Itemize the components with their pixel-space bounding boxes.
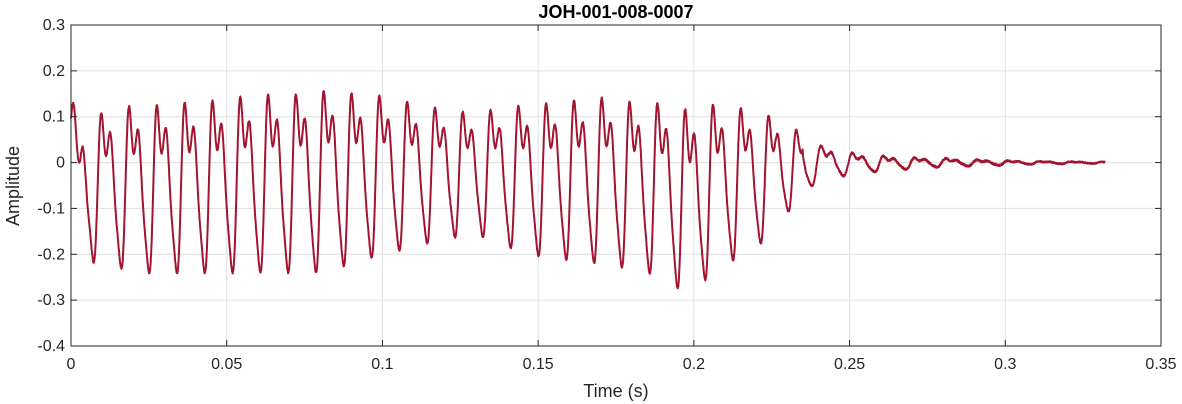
x-tick-label: 0.15 (523, 356, 554, 373)
signal-layer (70, 90, 1106, 290)
y-tick-label: -0.1 (37, 200, 65, 217)
waveform-line (70, 90, 1106, 290)
axes-box (70, 24, 1162, 347)
chart-title: JOH-001-008-0007 (538, 2, 693, 22)
grid-layer (70, 24, 1162, 347)
x-tick-label: 0.35 (1145, 356, 1176, 373)
y-tick-label: -0.4 (37, 338, 65, 355)
x-tick-label: 0.2 (683, 356, 705, 373)
y-tick-label: -0.3 (37, 292, 65, 309)
y-ticks: -0.4 -0.3 -0.2 -0.1 0 0.1 0.2 0.3 (37, 17, 1161, 355)
x-tick-label: 0.05 (211, 356, 242, 373)
x-tick-label: 0.25 (834, 356, 865, 373)
y-tick-label: -0.2 (37, 246, 65, 263)
x-ticks: 0 0.05 0.1 0.15 0.2 0.25 0.3 0.35 (67, 25, 1177, 373)
y-tick-label: 0.1 (43, 109, 65, 126)
y-tick-label: 0.2 (43, 63, 65, 80)
x-tick-label: 0 (67, 356, 76, 373)
y-axis-label: Amplitude (3, 146, 23, 226)
x-tick-label: 0.1 (371, 356, 393, 373)
x-axis-label: Time (s) (583, 381, 648, 401)
y-tick-label: 0 (56, 155, 65, 172)
y-tick-label: 0.3 (43, 17, 65, 34)
x-tick-label: 0.3 (994, 356, 1016, 373)
